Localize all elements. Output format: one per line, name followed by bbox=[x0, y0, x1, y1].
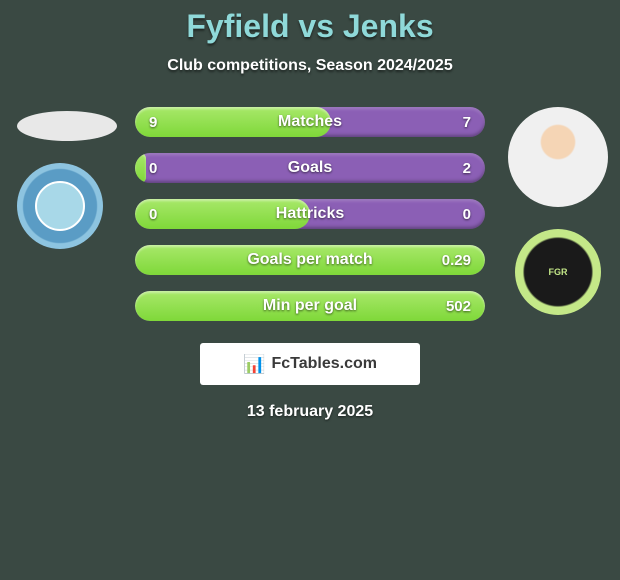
stats-list: 9 Matches 7 0 Goals 2 0 Hattricks 0 Goals per mat… bbox=[135, 107, 485, 321]
stat-value-left: 0 bbox=[149, 206, 157, 223]
left-column bbox=[7, 107, 117, 249]
stat-bar: 9 Matches 7 bbox=[135, 107, 485, 137]
stat-value-left: 9 bbox=[149, 114, 157, 131]
stat-bar: 0 Hattricks 0 bbox=[135, 199, 485, 229]
stat-label: Goals bbox=[288, 159, 332, 177]
stat-bar: Goals per match 0.29 bbox=[135, 245, 485, 275]
stat-value-left: 0 bbox=[149, 160, 157, 177]
stat-value-right: 0 bbox=[463, 206, 471, 223]
stat-value-right: 2 bbox=[463, 160, 471, 177]
right-club-badge: FGR bbox=[515, 229, 601, 315]
right-column: FGR bbox=[503, 107, 613, 315]
stat-value-right: 502 bbox=[446, 298, 471, 315]
stat-label: Goals per match bbox=[247, 251, 372, 269]
subtitle: Club competitions, Season 2024/2025 bbox=[0, 57, 620, 75]
branding-label: FcTables.com bbox=[271, 355, 377, 373]
stat-label: Matches bbox=[278, 113, 342, 131]
main-content: 9 Matches 7 0 Goals 2 0 Hattricks 0 Goals per mat… bbox=[0, 107, 620, 321]
right-player-avatar bbox=[508, 107, 608, 207]
right-badge-text: FGR bbox=[549, 267, 568, 277]
stat-value-right: 0.29 bbox=[442, 252, 471, 269]
left-club-badge bbox=[17, 163, 103, 249]
stat-bar: Min per goal 502 bbox=[135, 291, 485, 321]
stat-value-right: 7 bbox=[463, 114, 471, 131]
page-title: Fyfield vs Jenks bbox=[0, 8, 620, 45]
branding: 📊 FcTables.com bbox=[200, 343, 420, 385]
stat-label: Min per goal bbox=[263, 297, 357, 315]
stat-label: Hattricks bbox=[276, 205, 344, 223]
left-player-avatar bbox=[17, 111, 117, 141]
chart-icon: 📊 bbox=[243, 354, 265, 375]
stat-fill bbox=[135, 153, 146, 183]
stat-bar: 0 Goals 2 bbox=[135, 153, 485, 183]
date-label: 13 february 2025 bbox=[0, 403, 620, 421]
